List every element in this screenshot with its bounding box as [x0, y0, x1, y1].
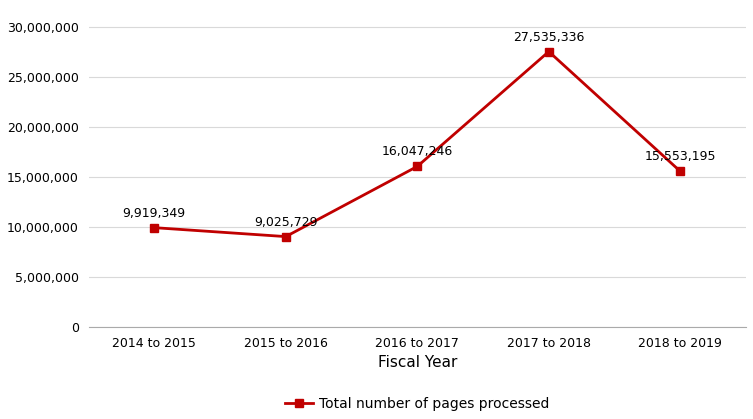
- Text: 15,553,195: 15,553,195: [645, 150, 716, 163]
- Text: 9,025,729: 9,025,729: [254, 216, 318, 229]
- X-axis label: Fiscal Year: Fiscal Year: [377, 355, 457, 370]
- Total number of pages processed: [413, 164, 422, 169]
- Legend: Total number of pages processed: Total number of pages processed: [279, 391, 556, 416]
- Total number of pages processed: [675, 169, 684, 174]
- Text: 16,047,246: 16,047,246: [382, 145, 453, 158]
- Text: 9,919,349: 9,919,349: [123, 207, 186, 220]
- Total number of pages processed: [544, 49, 553, 54]
- Line: Total number of pages processed: Total number of pages processed: [150, 47, 684, 241]
- Total number of pages processed: [282, 234, 291, 239]
- Text: 27,535,336: 27,535,336: [513, 31, 584, 44]
- Total number of pages processed: [150, 225, 159, 230]
